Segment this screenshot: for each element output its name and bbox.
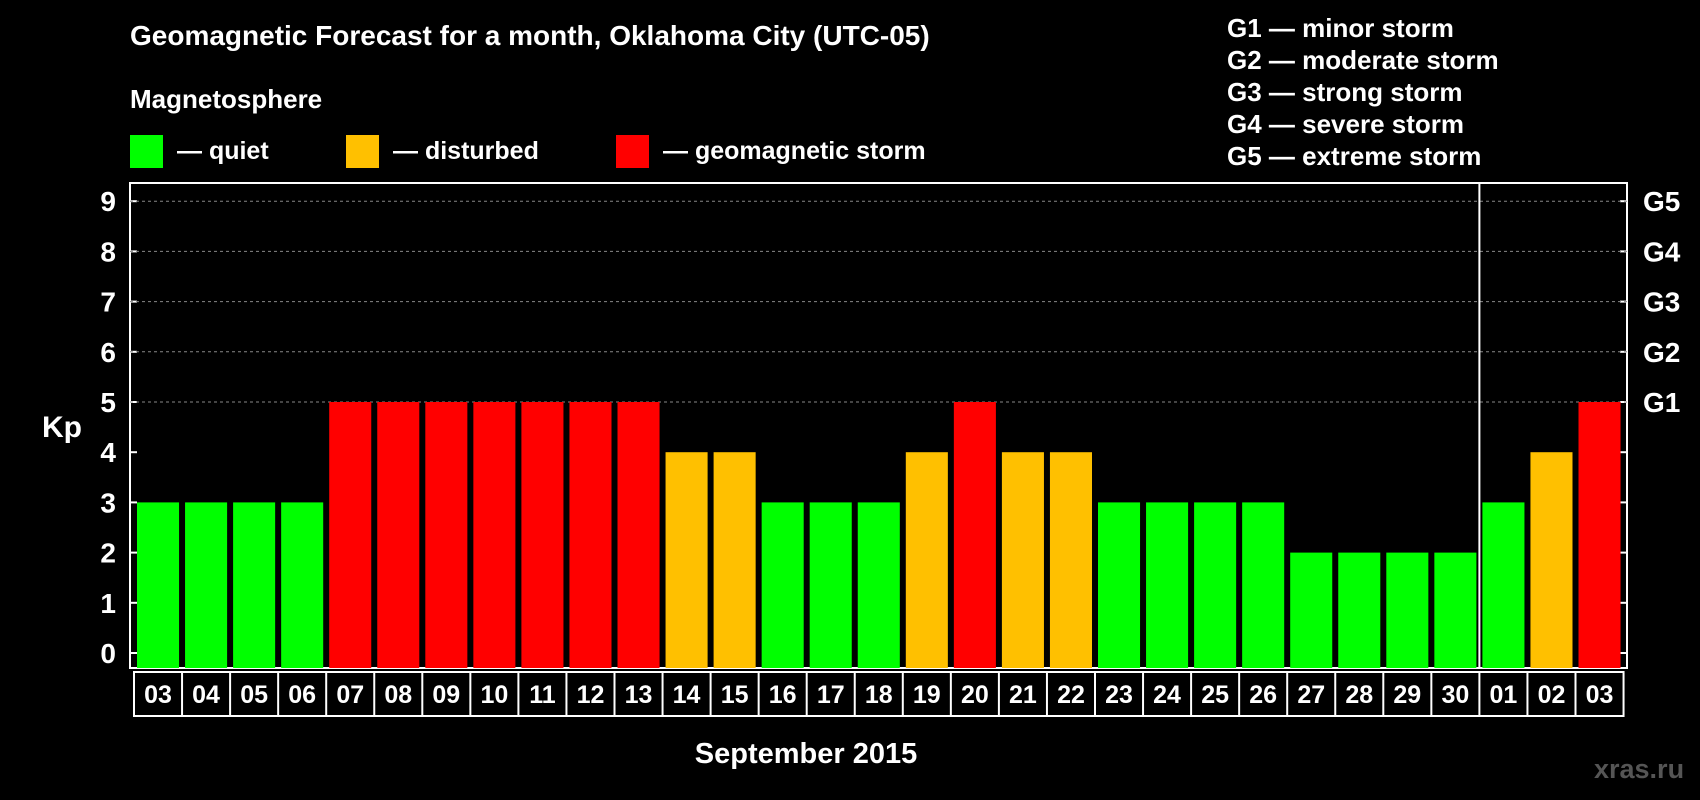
x-tick-label: 25 [1201,681,1229,709]
x-tick-label: 29 [1393,681,1421,709]
bar [1338,552,1381,668]
x-tick-label: 03 [144,681,172,709]
y-tick-label: 0 [100,638,116,669]
bar [1482,502,1525,668]
bar [1146,502,1189,668]
date-label-frame [133,671,1625,717]
bar [1001,452,1044,668]
x-tick-label: 14 [673,681,701,709]
y-tick-label: 1 [100,588,116,619]
y-axis-label: Kp [42,411,82,444]
legend-storm-swatch [616,134,649,168]
x-axis-label: September 2015 [695,738,917,770]
x-tick-label: 05 [240,681,268,709]
bar [761,502,804,668]
legend-quiet: — quiet [130,134,269,168]
storm-scale-g1: G1 — minor storm [1227,13,1454,43]
x-tick-label: 07 [336,681,364,709]
y-tick-label: 9 [100,186,116,217]
legend-storm-label: — geomagnetic storm [663,136,926,165]
x-tick-label: 23 [1105,681,1133,709]
x-tick-label: 08 [384,681,412,709]
right-tick-label: G2 [1643,337,1680,368]
x-tick-label: 18 [865,681,893,709]
storm-scale-legend: G1 — minor storm G2 — moderate storm G3 … [1227,12,1499,172]
bar [1530,452,1573,668]
x-tick-label: 27 [1297,681,1325,709]
x-tick-label: 04 [192,681,220,709]
bar [665,452,708,668]
bar [1578,402,1621,668]
chart-subtitle: Magnetosphere [130,84,323,114]
x-tick-label: 21 [1009,681,1037,709]
y-tick-label: 8 [100,236,116,267]
bar [617,402,660,668]
x-tick-label: 19 [913,681,941,709]
x-tick-label: 02 [1538,681,1566,709]
bar [809,502,852,668]
x-tick-label: 28 [1345,681,1373,709]
storm-scale-g4: G4 — severe storm [1227,109,1465,139]
bar [905,452,948,668]
x-tick-label: 17 [817,681,845,709]
x-tick-label: 15 [721,681,749,709]
x-tick-label: 20 [961,681,989,709]
legend-disturbed-label: — disturbed [393,136,539,165]
x-tick-label: 12 [577,681,605,709]
y-tick-label: 4 [100,437,116,468]
x-tick-label: 06 [288,681,316,709]
bar [233,502,276,668]
right-tick-label: G3 [1643,287,1680,318]
chart-title: Geomagnetic Forecast for a month, Oklaho… [130,20,930,51]
x-tick-label: 10 [480,681,508,709]
bar [281,502,324,668]
x-tick-label: 09 [432,681,460,709]
bar [1434,552,1477,668]
y-tick-label: 3 [100,487,116,518]
x-tick-label: 16 [769,681,797,709]
watermark: xras.ru [1594,754,1685,784]
x-tick-label: 13 [625,681,653,709]
bar [377,402,420,668]
legend-quiet-swatch [130,134,163,168]
y-tick-label: 5 [100,387,116,418]
bar [857,502,900,668]
x-tick-label: 26 [1249,681,1277,709]
bar [1386,552,1429,668]
legend-disturbed-swatch [346,134,379,168]
x-tick-label: 24 [1153,681,1181,709]
x-tick-label: 22 [1057,681,1085,709]
x-tick-label: 03 [1586,681,1614,709]
bar [329,402,372,668]
y-tick-label: 2 [100,538,116,569]
x-tick-label: 01 [1490,681,1518,709]
bar [1194,502,1237,668]
storm-scale-g5: G5 — extreme storm [1227,141,1482,171]
right-tick-label: G1 [1643,387,1680,418]
right-tick-label: G5 [1643,186,1680,217]
bar [1242,502,1285,668]
bar [425,402,468,668]
bar [185,502,228,668]
y-tick-label: 6 [100,337,116,368]
bar [137,502,180,668]
right-tick-label: G4 [1643,236,1681,267]
y-tick-label: 7 [100,287,116,318]
bar [1098,502,1141,668]
bar [569,402,612,668]
bar [473,402,516,668]
legend-disturbed: — disturbed [346,134,539,168]
storm-scale-g2: G2 — moderate storm [1227,45,1499,75]
bar [1290,552,1333,668]
legend-quiet-label: — quiet [177,136,269,165]
bar [1049,452,1092,668]
x-tick-label: 11 [529,681,556,709]
bar [521,402,564,668]
legend-storm: — geomagnetic storm [616,134,926,168]
storm-scale-g3: G3 — strong storm [1227,77,1463,107]
bar [713,452,756,668]
x-tick-label: 30 [1441,681,1469,709]
bar [953,402,996,668]
